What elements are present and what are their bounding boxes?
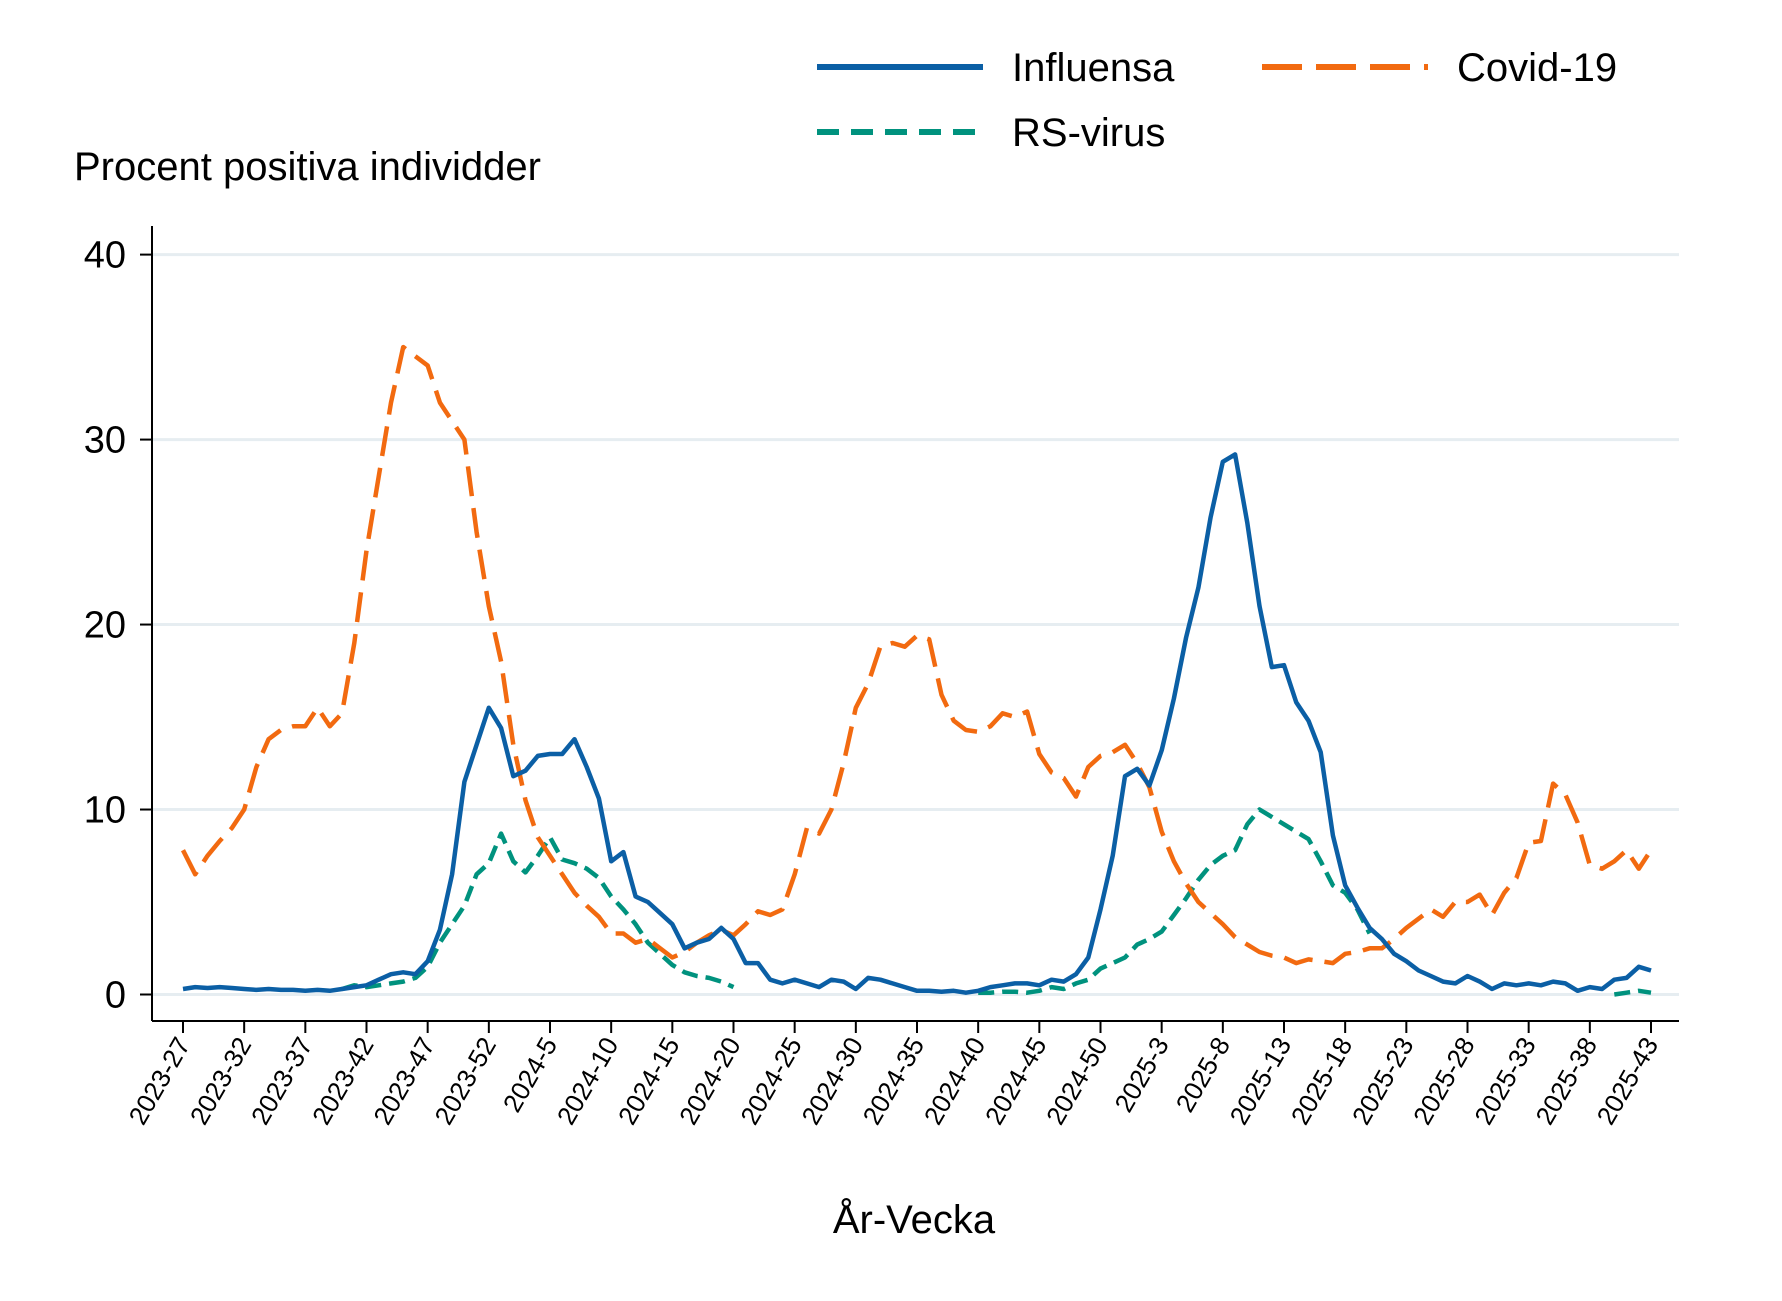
y-tick-label: 20: [84, 605, 126, 647]
y-tick-label: 0: [105, 975, 126, 1017]
series-line-influensa: [182, 452, 1652, 995]
series-line-rs-virus: [341, 807, 1652, 997]
y-tick-label: 40: [84, 235, 126, 277]
legend: Influensa Covid-19 RS-virus: [817, 46, 1617, 155]
x-tick-label: 2025-3: [1108, 1032, 1174, 1117]
gridlines: [153, 253, 1679, 996]
series-line-covid-19: [180, 344, 1653, 966]
y-axis-title: Procent positiva individder: [74, 145, 541, 189]
y-axis-ticks: 0 10 20 30 40: [84, 235, 152, 1017]
legend-label: Covid-19: [1457, 46, 1617, 90]
legend-label: RS-virus: [1012, 111, 1165, 155]
y-tick-label: 10: [84, 790, 126, 832]
x-axis-ticks: 2023-272023-322023-372023-422023-472023-…: [123, 1021, 1664, 1130]
x-tick-label: 2024-5: [497, 1032, 563, 1117]
x-axis-title: År-Vecka: [833, 1197, 996, 1242]
y-tick-label: 30: [84, 420, 126, 462]
legend-label: Influensa: [1012, 46, 1175, 90]
series-lines: [180, 344, 1653, 997]
x-tick-label: 2025-8: [1170, 1032, 1236, 1117]
